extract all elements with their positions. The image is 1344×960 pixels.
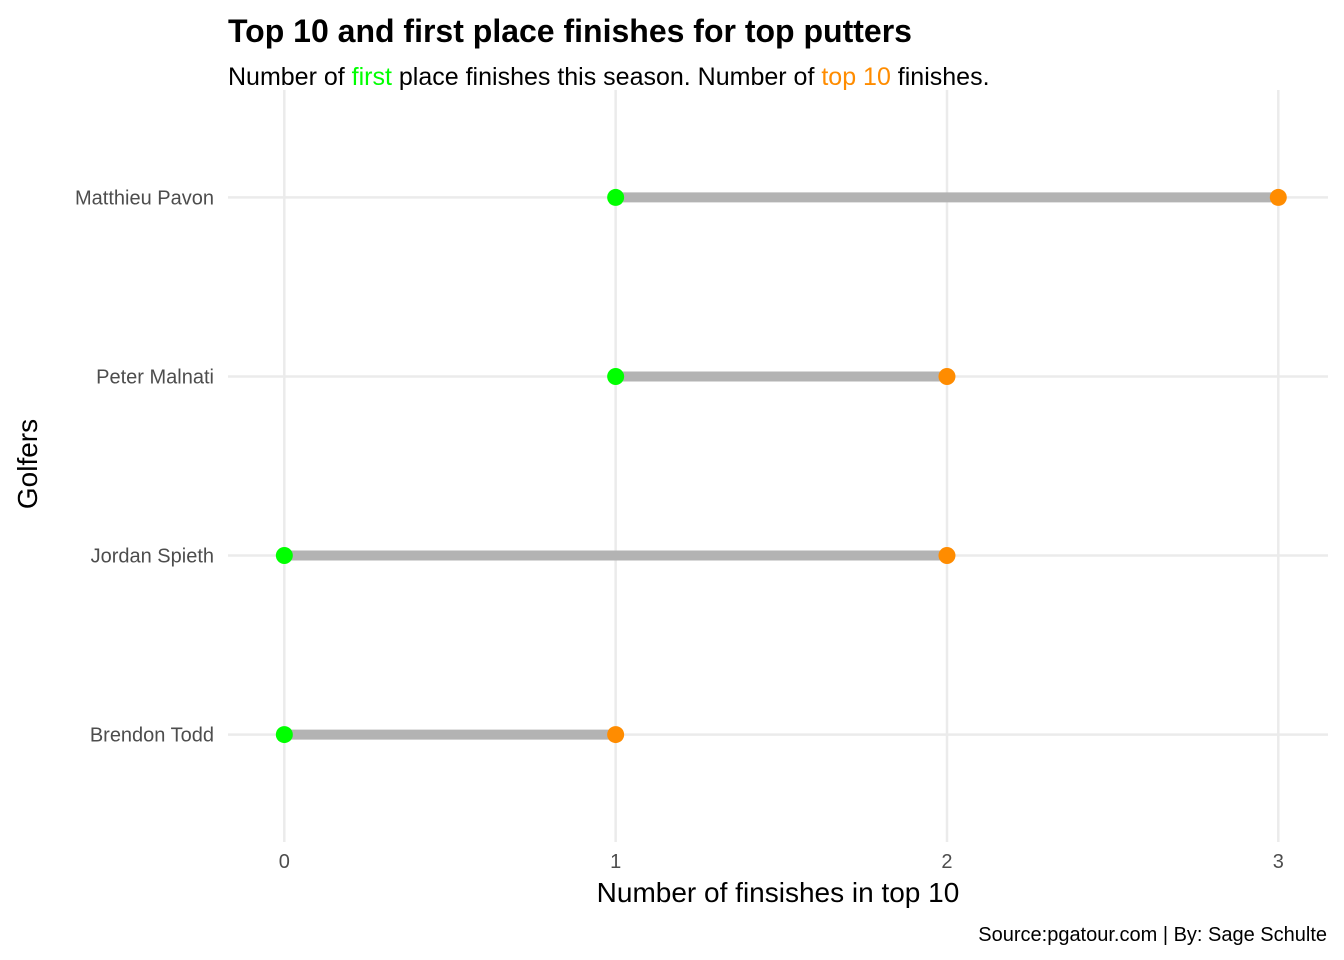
y-tick-label: Peter Malnati bbox=[96, 366, 214, 388]
y-tick-label: Jordan Spieth bbox=[91, 546, 214, 568]
chart-title: Top 10 and first place finishes for top … bbox=[228, 13, 912, 49]
y-tick-labels: Matthieu Pavon Peter Malnati Jordan Spieth… bbox=[75, 187, 214, 746]
x-tick-label: 0 bbox=[279, 851, 290, 873]
top10-point bbox=[938, 547, 956, 565]
subtitle-part: top 10 bbox=[821, 63, 891, 91]
y-axis-title: Golfers bbox=[12, 419, 43, 509]
first-place-point bbox=[607, 188, 625, 206]
points bbox=[275, 188, 1287, 744]
top10-point bbox=[1269, 188, 1287, 206]
subtitle-part: first bbox=[352, 63, 392, 91]
subtitle-part: Number of bbox=[228, 63, 352, 91]
chart-caption: Source:pgatour.com | By: Sage Schulte bbox=[978, 924, 1327, 946]
first-place-point bbox=[275, 726, 293, 744]
x-tick-labels: 0 1 2 3 bbox=[279, 851, 1284, 873]
x-tick-label: 1 bbox=[610, 851, 621, 873]
chart-subtitle: Number of first place finishes this seas… bbox=[228, 63, 990, 91]
top10-point bbox=[607, 726, 625, 744]
y-tick-label: Matthieu Pavon bbox=[75, 187, 214, 209]
first-place-point bbox=[607, 367, 625, 385]
subtitle-part: finishes. bbox=[891, 63, 990, 91]
segments bbox=[284, 192, 1279, 740]
x-tick-label: 3 bbox=[1273, 851, 1284, 873]
x-axis-title: Number of finsishes in top 10 bbox=[597, 877, 960, 908]
subtitle-part: place finishes this season. Number of bbox=[392, 63, 821, 91]
first-place-point bbox=[275, 547, 293, 565]
grid-lines bbox=[228, 90, 1328, 842]
top10-point bbox=[938, 367, 956, 385]
x-tick-label: 2 bbox=[941, 851, 952, 873]
y-tick-label: Brendon Todd bbox=[90, 725, 214, 747]
